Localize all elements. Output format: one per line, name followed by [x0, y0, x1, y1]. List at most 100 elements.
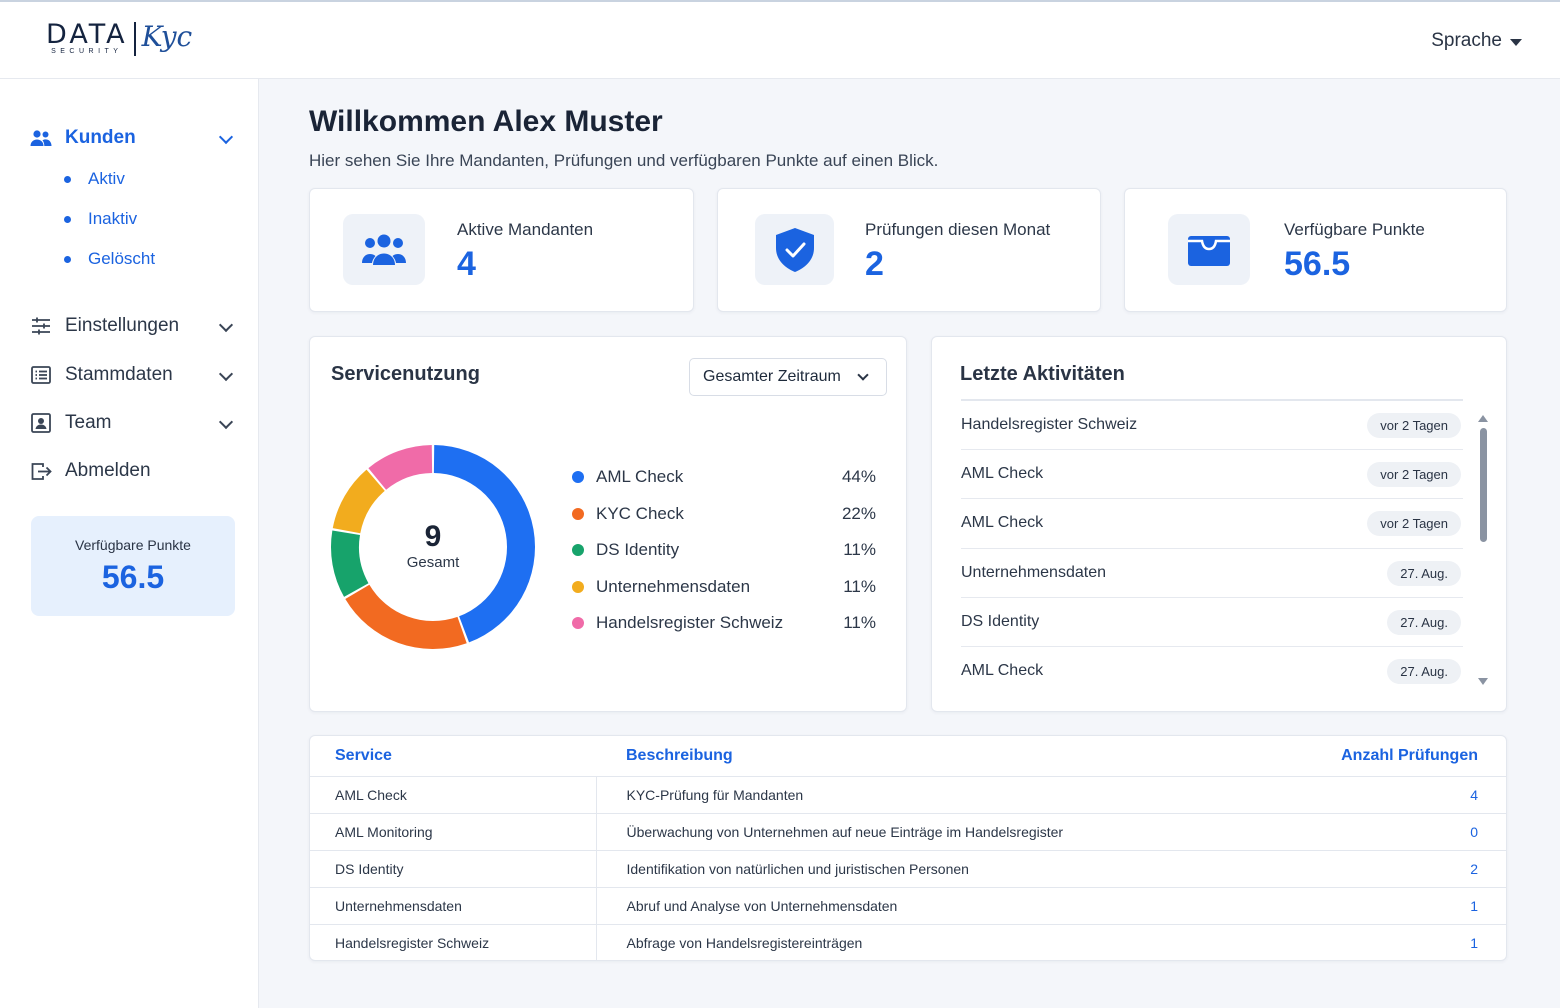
activity-row[interactable]: Unternehmensdaten 27. Aug.: [961, 548, 1463, 597]
scroll-up-icon[interactable]: [1478, 415, 1488, 422]
page-title: Willkommen Alex Muster: [309, 105, 663, 138]
activity-row[interactable]: AML Check vor 2 Tagen: [961, 449, 1463, 498]
legend-entry: AML Check 44%: [572, 465, 876, 489]
caret-down-icon: [1510, 38, 1522, 46]
page-subtitle: Hier sehen Sie Ihre Mandanten, Prüfungen…: [309, 151, 939, 170]
legend-swatch: [572, 508, 584, 520]
scroll-down-icon[interactable]: [1478, 678, 1488, 685]
period-dropdown[interactable]: Gesamter Zeitraum: [689, 358, 887, 396]
cell-description: Überwachung von Unternehmen auf neue Ein…: [596, 813, 1258, 851]
cell-count: 1: [1470, 934, 1478, 951]
cell-count: 4: [1258, 776, 1506, 814]
legend-swatch: [572, 581, 584, 593]
table-row[interactable]: Unternehmensdaten Abruf und Analyse von U…: [310, 887, 1506, 925]
donut-slice-1[interactable]: [345, 584, 467, 649]
activity-time-badge: vor 2 Tagen: [1367, 462, 1461, 487]
cell-description: Abruf und Analyse von Unternehmensdaten: [596, 887, 1258, 925]
cell-description: KYC-Prüfung für Mandanten: [596, 776, 1258, 814]
activity-name: AML Check: [961, 662, 1044, 679]
donut-chart: [331, 445, 535, 649]
card-title: Letzte Aktivitäten: [960, 363, 1125, 385]
sidebar-item-label: Team: [65, 412, 112, 433]
activity-time-badge: vor 2 Tagen: [1367, 413, 1461, 438]
activity-time-badge: 27. Aug.: [1387, 610, 1461, 635]
sidebar-item-team[interactable]: Team: [30, 408, 235, 438]
sidebar-item-einstellungen[interactable]: Einstellungen: [30, 311, 235, 341]
donut-slice-2[interactable]: [331, 530, 369, 597]
logo-main: DATA: [46, 19, 128, 50]
legend-value: 44%: [841, 467, 876, 486]
table-row[interactable]: AML Monitoring Überwachung von Unternehme…: [310, 813, 1506, 851]
sidebar: Kunden Aktiv Inaktiv Gelöscht Einstellun…: [0, 79, 259, 1008]
chevron-down-icon: [218, 414, 234, 430]
recent-activities-card: Letzte Aktivitäten Handelsregister Schwe…: [931, 336, 1507, 712]
activity-row[interactable]: AML Check vor 2 Tagen: [961, 498, 1463, 547]
language-dropdown[interactable]: Sprache: [1431, 30, 1522, 52]
sidebar-item-label: Abmelden: [65, 460, 151, 481]
activity-scrollbar[interactable]: [1478, 415, 1488, 685]
chevron-down-icon: [218, 366, 234, 382]
activity-name: Unternehmensdaten: [961, 564, 1106, 581]
bullet-icon: [64, 175, 71, 183]
table-header-row: Service Beschreibung Anzahl Prüfungen: [310, 736, 1506, 777]
users-icon: [30, 127, 52, 149]
sidebar-subitem-aktiv[interactable]: Aktiv: [64, 167, 125, 191]
logo[interactable]: DATA SECURITY Kyc: [46, 20, 192, 64]
column-header-count[interactable]: Anzahl Prüfungen: [1258, 736, 1506, 777]
column-header-description[interactable]: Beschreibung: [596, 736, 1258, 777]
sliders-icon: [30, 315, 52, 337]
legend-entry: KYC Check 22%: [572, 502, 876, 526]
chevron-down-icon: [218, 317, 234, 333]
legend-entry: Handelsregister Schweiz 11%: [572, 611, 876, 635]
bullet-icon: [64, 215, 71, 223]
stat-value: 56.5: [1284, 245, 1351, 283]
activity-row[interactable]: AML Check 27. Aug.: [961, 646, 1463, 695]
legend-label: Handelsregister Schweiz: [596, 613, 784, 632]
users-icon: [343, 214, 425, 285]
stat-card-mandanten: Aktive Mandanten 4: [309, 188, 694, 312]
activity-row[interactable]: DS Identity 27. Aug.: [961, 597, 1463, 646]
sidebar-subitem-geloescht[interactable]: Gelöscht: [64, 247, 155, 271]
column-header-service[interactable]: Service: [310, 736, 596, 777]
legend-swatch: [572, 471, 584, 483]
table-row[interactable]: AML Check KYC-Prüfung für Mandanten 4: [310, 776, 1506, 814]
legend-value: 11%: [843, 540, 876, 559]
points-label: Verfügbare Punkte: [75, 537, 191, 553]
sidebar-subitem-inaktiv[interactable]: Inaktiv: [64, 207, 137, 231]
stat-value: 4: [457, 245, 476, 283]
legend-label: AML Check: [596, 467, 684, 486]
sidebar-item-abmelden[interactable]: Abmelden: [30, 456, 235, 486]
logo-divider: [133, 22, 136, 56]
stat-label: Prüfungen diesen Monat: [865, 220, 1051, 239]
sidebar-points-box: Verfügbare Punkte 56.5: [31, 516, 235, 616]
cell-count: 0: [1258, 813, 1506, 851]
stat-value: 2: [865, 245, 884, 283]
table-row[interactable]: DS Identity Identifikation von natürliche…: [310, 850, 1506, 888]
activity-row[interactable]: Handelsregister Schweiz vor 2 Tagen: [961, 399, 1463, 448]
sidebar-item-kunden[interactable]: Kunden: [30, 123, 235, 153]
donut-slice-4[interactable]: [368, 445, 433, 490]
sidebar-subitem-label: Inaktiv: [88, 209, 138, 228]
sidebar-item-stammdaten[interactable]: Stammdaten: [30, 360, 235, 390]
wallet-icon: [1168, 214, 1250, 285]
activity-time-badge: 27. Aug.: [1387, 659, 1461, 684]
donut-total: 9: [424, 520, 442, 553]
cell-count: 1: [1258, 887, 1506, 925]
cell-service: DS Identity: [310, 850, 597, 888]
bullet-icon: [64, 255, 71, 263]
service-usage-card: Servicenutzung Gesamter Zeitraum 9 Gesam…: [309, 336, 907, 712]
legend-swatch: [572, 617, 584, 629]
scroll-thumb[interactable]: [1479, 428, 1487, 542]
donut-slice-0[interactable]: [433, 445, 535, 643]
service-table: Service Beschreibung Anzahl Prüfungen AM…: [310, 736, 1506, 960]
contact-card-icon: [30, 412, 52, 434]
cell-count: 2: [1258, 850, 1506, 888]
activity-name: DS Identity: [961, 613, 1040, 630]
legend-swatch: [572, 544, 584, 556]
legend-label: KYC Check: [596, 504, 684, 523]
donut-slice-3[interactable]: [332, 469, 385, 534]
legend-label: DS Identity: [596, 540, 680, 559]
activity-name: AML Check: [961, 465, 1044, 482]
logout-icon: [30, 460, 52, 482]
table-row[interactable]: Handelsregister Schweiz Abfrage von Hande…: [310, 924, 1506, 960]
